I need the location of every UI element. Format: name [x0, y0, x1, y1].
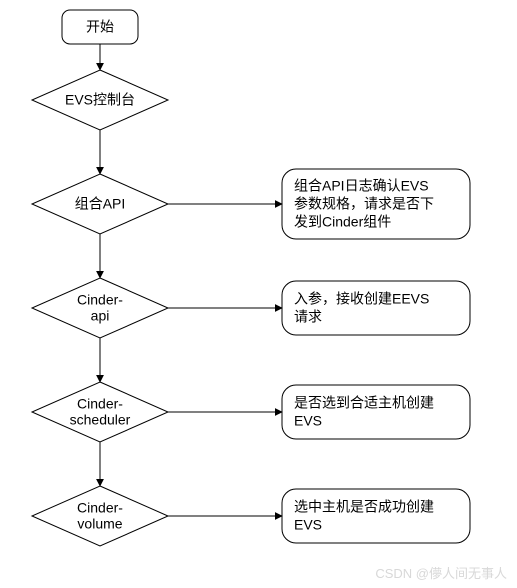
note-text: EVS: [294, 517, 322, 533]
decision-label: 组合API: [75, 196, 126, 212]
decision-label: scheduler: [70, 412, 131, 428]
note-text: 选中主机是否成功创建: [294, 499, 434, 515]
note-text: 发到Cinder组件: [294, 214, 391, 230]
decision-label: Cinder-: [77, 500, 123, 516]
decision-label: Cinder-: [77, 292, 123, 308]
note-text: 请求: [294, 309, 322, 325]
decision-label: EVS控制台: [65, 92, 135, 108]
decision-label: volume: [77, 516, 122, 532]
note-text: 是否选到合适主机创建: [294, 395, 434, 411]
note-text: 入参，接收创建EEVS: [294, 291, 429, 307]
start-label: 开始: [86, 19, 114, 35]
note-text: 参数规格，请求是否下: [294, 196, 434, 212]
decision-label: api: [91, 308, 110, 324]
note-text: 组合API日志确认EVS: [294, 178, 429, 194]
flowchart: 开始EVS控制台组合APICinder-apiCinder-schedulerC…: [0, 0, 517, 588]
note-text: EVS: [294, 413, 322, 429]
decision-label: Cinder-: [77, 396, 123, 412]
